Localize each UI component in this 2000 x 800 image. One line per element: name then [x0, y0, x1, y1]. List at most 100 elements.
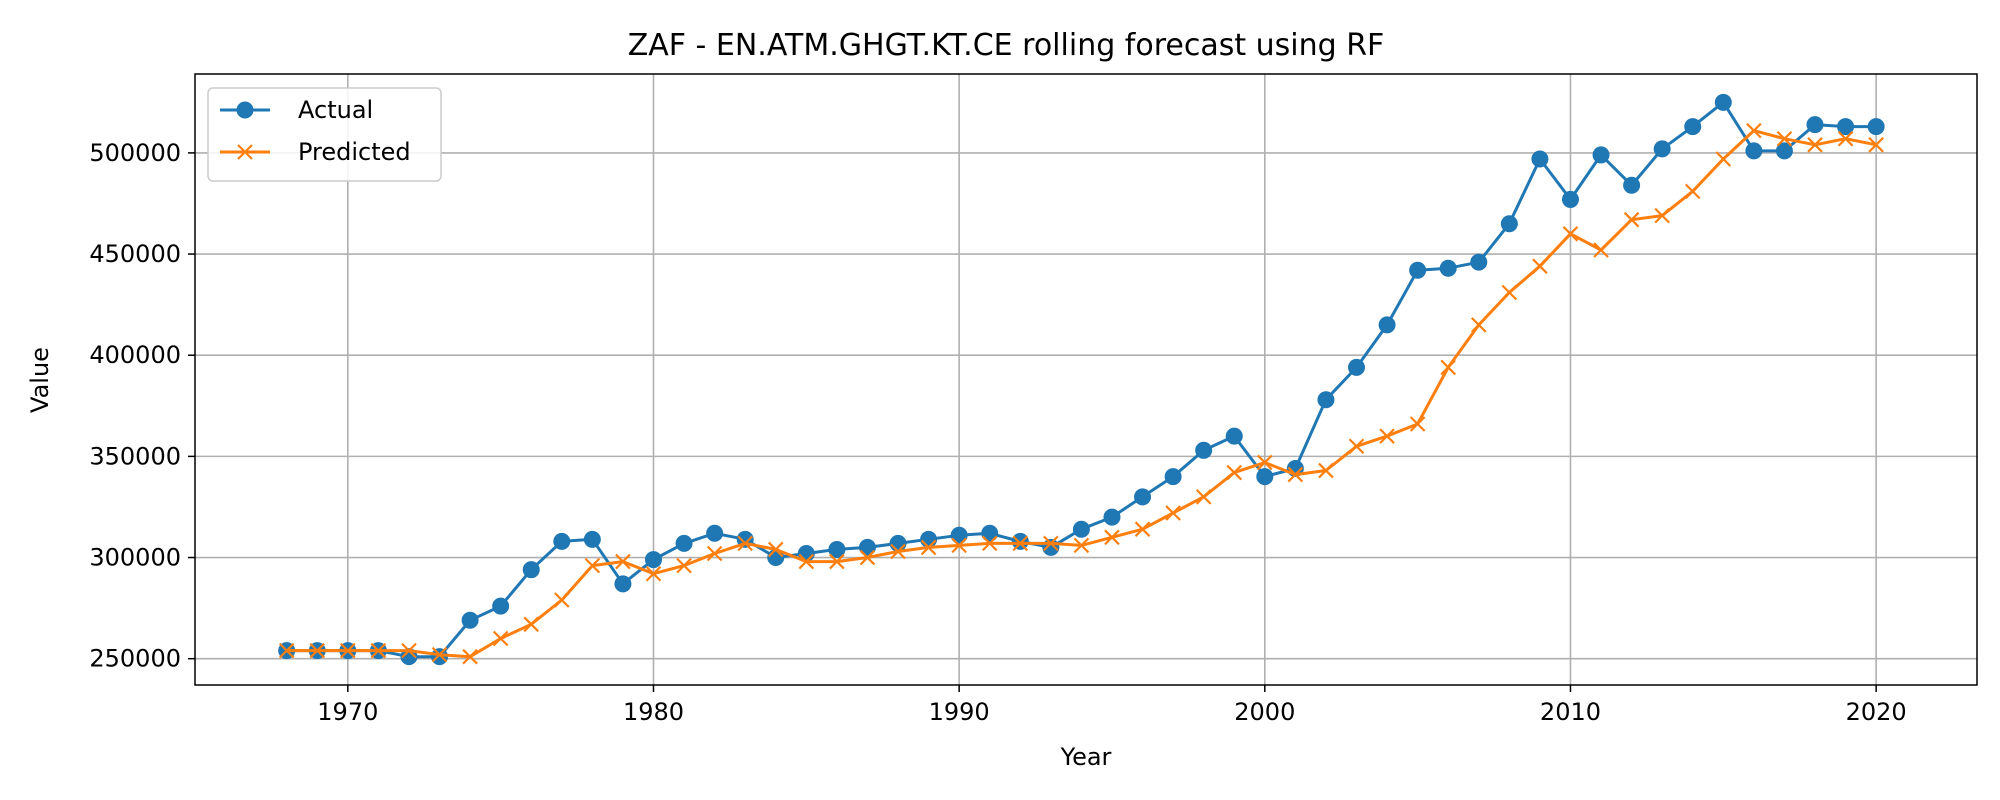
y-tick-label: 500000 [89, 139, 181, 167]
data-point [981, 524, 999, 542]
data-point [675, 534, 693, 552]
y-tick-label: 300000 [89, 544, 181, 572]
x-axis-label: Year [1060, 743, 1112, 771]
legend-label: Predicted [298, 138, 411, 166]
data-point [859, 549, 876, 566]
legend-entry-predicted: Predicted [220, 138, 411, 166]
data-point [1684, 183, 1701, 200]
data-point [1776, 130, 1793, 147]
x-tick-label: 1990 [929, 698, 990, 726]
data-point [1501, 284, 1518, 301]
grid [195, 74, 1977, 685]
legend-marker [236, 101, 254, 119]
data-point [889, 534, 907, 552]
data-point [1439, 259, 1457, 277]
data-point [492, 597, 510, 615]
data-point [951, 537, 967, 554]
data-point [522, 561, 540, 579]
data-point [1257, 454, 1273, 471]
data-point [1104, 529, 1120, 546]
data-point [1837, 130, 1854, 147]
x-tick-label: 1980 [623, 698, 684, 726]
data-point [1195, 489, 1212, 505]
data-point [584, 557, 601, 574]
data-point [1225, 427, 1243, 445]
series-actual [278, 93, 1885, 666]
legend: Actual Predicted [207, 87, 442, 182]
data-point [1103, 508, 1121, 526]
y-tick-label: 350000 [89, 442, 181, 470]
x-tick-label: 2000 [1234, 698, 1295, 726]
data-point [737, 535, 753, 552]
data-point [1318, 462, 1334, 479]
data-point [1653, 140, 1671, 158]
chart-title: ZAF - EN.ATM.GHGT.KT.CE rolling forecast… [628, 28, 1385, 63]
y-tick-label: 400000 [89, 341, 181, 369]
data-point [1164, 468, 1182, 486]
data-point [1561, 190, 1579, 208]
data-point [401, 642, 417, 659]
x-tick-label: 2010 [1540, 698, 1601, 726]
data-point [1226, 464, 1243, 481]
data-point [920, 530, 938, 548]
data-point [645, 565, 662, 582]
data-point [1409, 261, 1427, 279]
data-point [1775, 142, 1793, 160]
data-point [431, 648, 449, 666]
data-point [1470, 253, 1488, 271]
data-point [858, 538, 876, 556]
plot-frame [194, 73, 1978, 686]
data-point [1195, 441, 1213, 459]
y-axis-ticks: 250000 300000 350000 400000 450000 500000 [89, 139, 195, 673]
data-point [644, 551, 662, 569]
y-tick-label: 450000 [89, 240, 181, 268]
data-point [1623, 176, 1641, 194]
data-point [981, 535, 998, 552]
data-point [767, 541, 784, 558]
data-point [1378, 316, 1396, 334]
legend-label: Actual [298, 96, 373, 124]
data-point [1072, 520, 1090, 538]
data-point [676, 557, 692, 574]
series-predicted [278, 122, 1884, 665]
data-point [461, 611, 479, 629]
data-point [1409, 416, 1426, 432]
data-point [340, 642, 356, 659]
data-point [1654, 207, 1670, 224]
data-point [431, 646, 448, 663]
data-point [1165, 505, 1181, 521]
data-point [1440, 359, 1456, 376]
y-axis-label: Value [26, 347, 54, 413]
data-point [553, 532, 571, 550]
data-point [706, 545, 723, 562]
data-point [1562, 226, 1579, 242]
legend-marker [237, 144, 253, 160]
data-point [278, 642, 295, 659]
data-point [1317, 391, 1335, 409]
data-point [1348, 438, 1365, 455]
series-layer [278, 93, 1885, 666]
data-point [829, 553, 845, 570]
data-point [1011, 532, 1029, 550]
data-point [1379, 428, 1395, 444]
data-point [492, 630, 509, 647]
data-point [1868, 137, 1884, 153]
data-point [1715, 151, 1732, 167]
data-point [309, 642, 326, 659]
x-tick-label: 1970 [317, 698, 378, 726]
data-point [1807, 137, 1823, 153]
data-point [1348, 358, 1366, 376]
data-point [1806, 116, 1824, 134]
data-point [615, 553, 631, 570]
data-point [1256, 468, 1274, 486]
data-point [1593, 242, 1609, 258]
data-point [1134, 521, 1151, 537]
data-point [950, 526, 968, 544]
data-point [1746, 122, 1762, 139]
data-point [1714, 93, 1732, 111]
data-point [1745, 142, 1763, 160]
data-point [890, 543, 906, 560]
data-point [400, 648, 418, 666]
data-point [920, 539, 937, 556]
data-point [370, 642, 387, 659]
